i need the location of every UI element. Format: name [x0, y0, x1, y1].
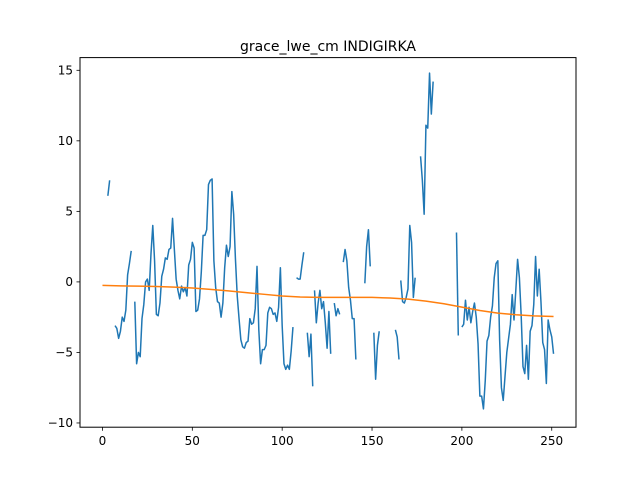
y-tick-label: 10 [58, 134, 73, 148]
y-tick-label: −10 [48, 416, 73, 430]
series-2-line-segment-1 [102, 284, 554, 318]
series-1-line-segment-6 [313, 289, 332, 354]
series-1-line-segment-13 [419, 72, 434, 215]
plot-area [102, 72, 555, 410]
series-1-line-segment-5 [306, 332, 314, 387]
series-1-line-segment-12 [400, 224, 416, 304]
series-1-line-segment-14 [455, 232, 460, 336]
x-axis: 0 50 100 150 200 250 [99, 427, 563, 448]
series-1-line-segment-4 [296, 252, 305, 280]
x-tick-label: 200 [450, 434, 473, 448]
y-axis: −10 −5 0 5 10 15 [48, 63, 80, 430]
y-tick-label: 15 [58, 63, 73, 77]
x-tick-label: 0 [99, 434, 107, 448]
x-tick-label: 100 [271, 434, 294, 448]
series-1-line-segment-2 [114, 250, 132, 340]
plot-frame [79, 57, 577, 428]
series-1-line-segment-9 [364, 228, 371, 284]
x-tick-label: 250 [540, 434, 563, 448]
series-1-line-segment-10 [373, 331, 380, 380]
x-tick-label: 150 [361, 434, 384, 448]
series-1-line-segment-11 [394, 329, 400, 360]
series-1-line-segment-1 [107, 180, 111, 196]
y-tick-label: 5 [65, 204, 73, 218]
series-1-line-segment-3 [134, 178, 294, 371]
chart-title: grace_lwe_cm INDIGIRKA [240, 39, 416, 55]
y-tick-label: 0 [65, 275, 73, 289]
series-1-line-segment-7 [333, 302, 341, 317]
series-1-line-segment-15 [461, 255, 555, 410]
x-tick-label: 50 [185, 434, 200, 448]
series-1-line-segment-8 [342, 248, 357, 360]
y-tick-label: −5 [55, 345, 73, 359]
